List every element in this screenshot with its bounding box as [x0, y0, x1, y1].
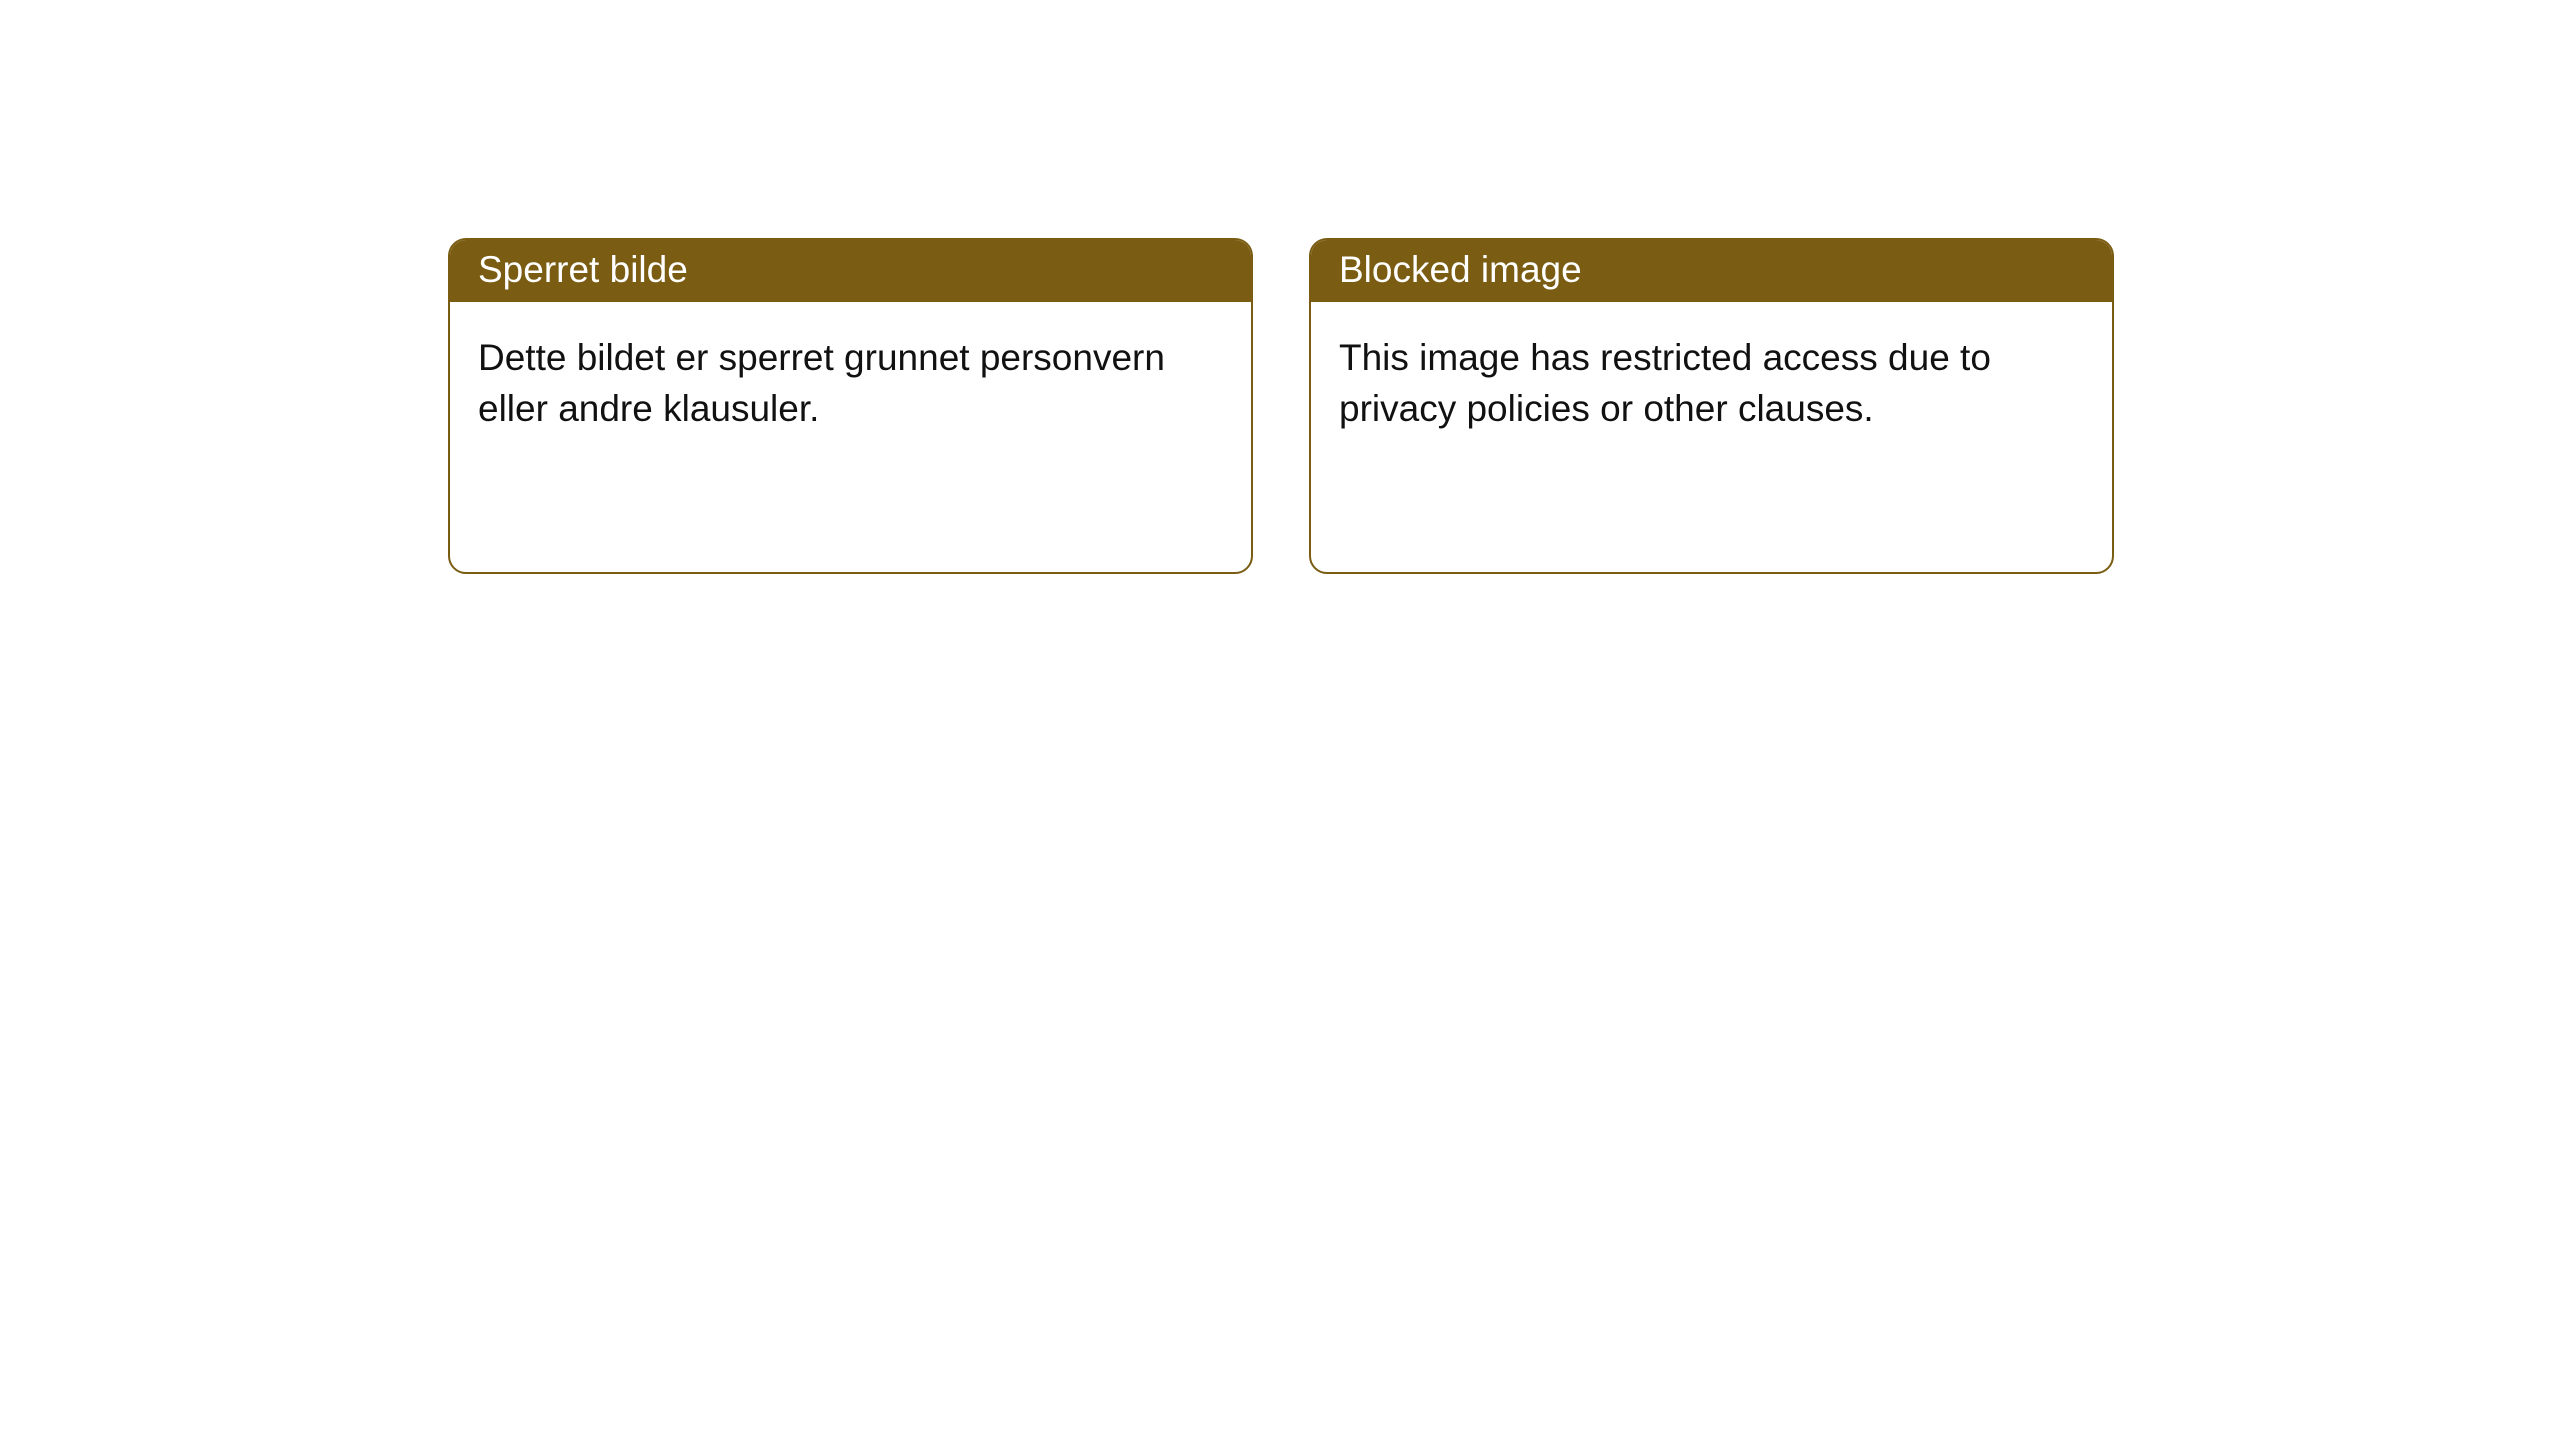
notice-card-title: Blocked image	[1311, 240, 2112, 302]
notice-card-body: This image has restricted access due to …	[1311, 302, 2112, 572]
notice-container: Sperret bilde Dette bildet er sperret gr…	[448, 238, 2114, 574]
notice-card-body: Dette bildet er sperret grunnet personve…	[450, 302, 1251, 572]
notice-card-english: Blocked image This image has restricted …	[1309, 238, 2114, 574]
notice-card-norwegian: Sperret bilde Dette bildet er sperret gr…	[448, 238, 1253, 574]
notice-card-title: Sperret bilde	[450, 240, 1251, 302]
